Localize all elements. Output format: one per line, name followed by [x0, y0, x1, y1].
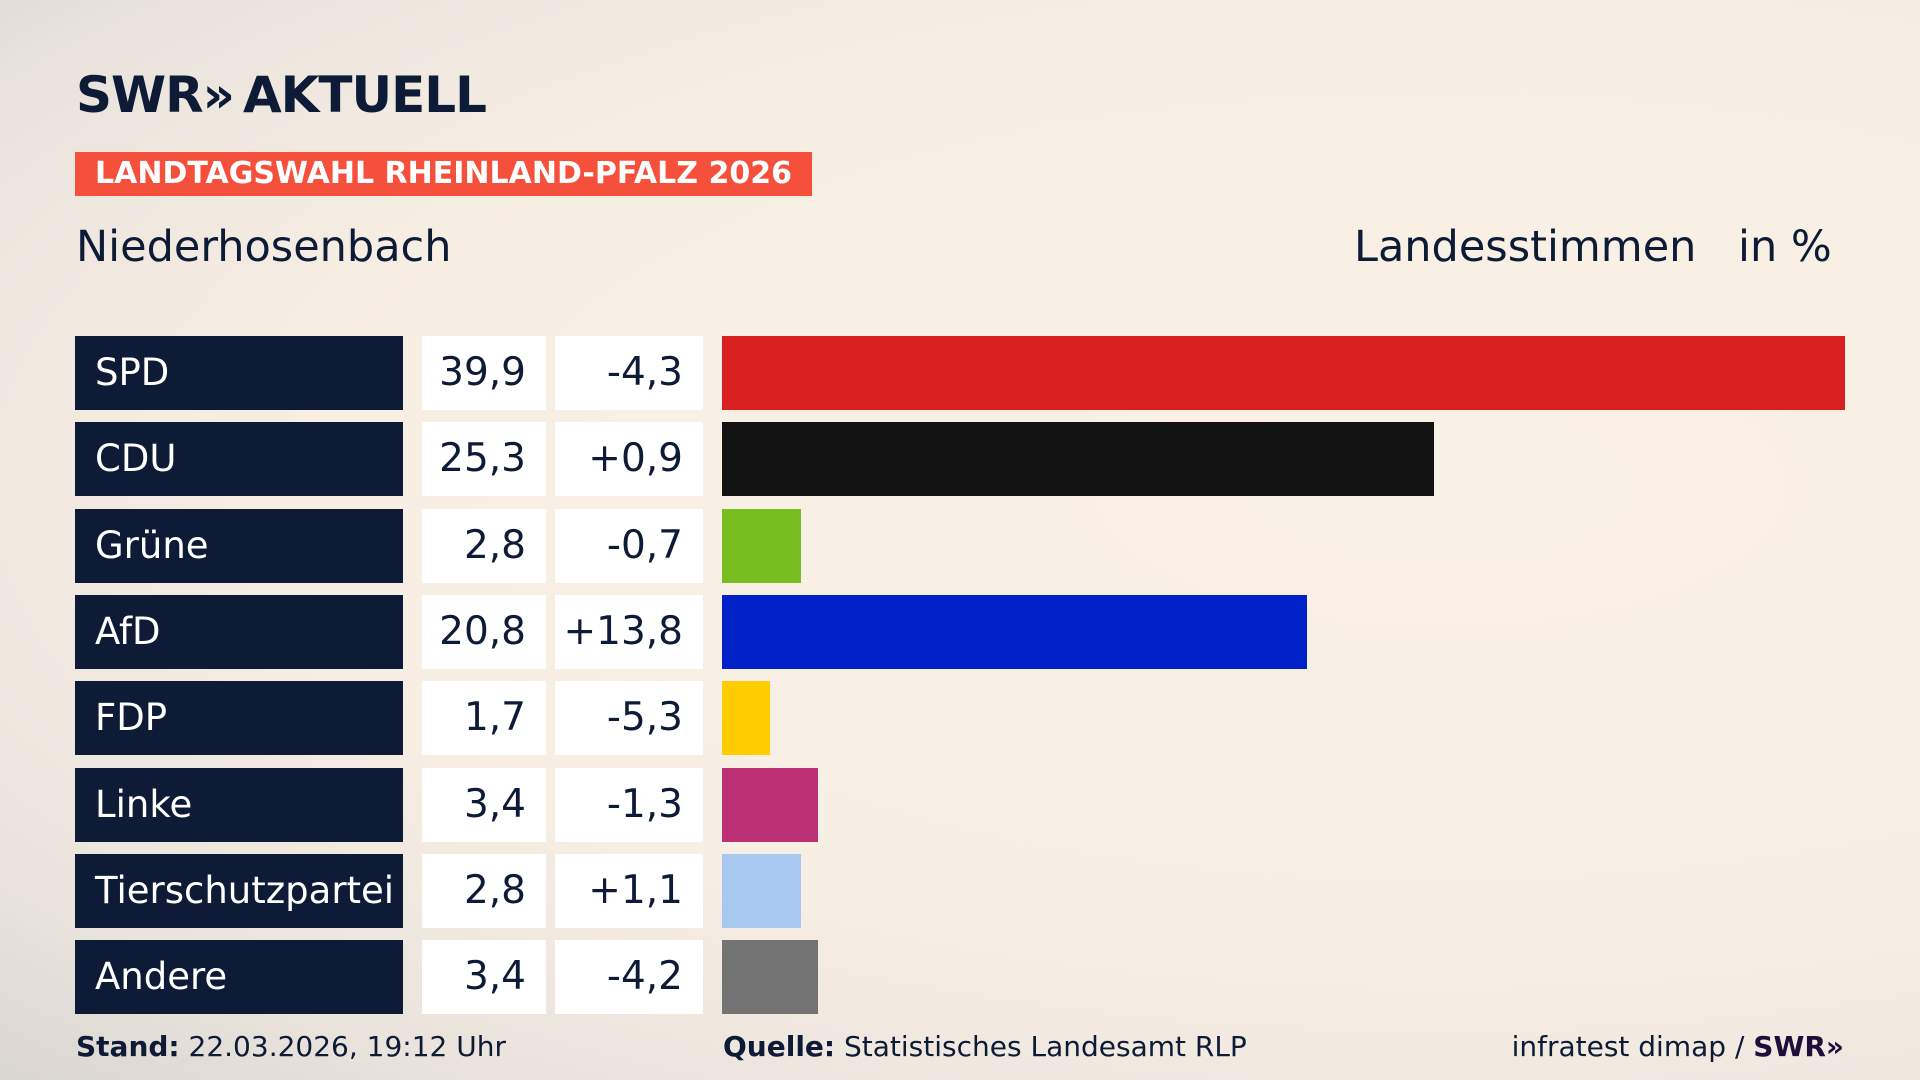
bar-tierschutzpartei	[722, 853, 801, 928]
party-row: Andere 3,4 -4,2	[0, 940, 1920, 1015]
party-row: Tierschutzpartei 2,8 +1,1	[0, 853, 1920, 928]
vote-change: -0,7	[555, 508, 703, 583]
credit: infratest dimap / SWR»	[1511, 1030, 1844, 1063]
bar-andere	[722, 940, 818, 1015]
unit-label: in %	[1738, 222, 1832, 272]
party-name: Linke	[75, 767, 403, 842]
swr-aktuell-logo: SWR» AKTUELL	[76, 66, 487, 124]
party-name: Andere	[75, 940, 403, 1015]
bar-cdu	[722, 422, 1435, 497]
party-row: FDP 1,7 -5,3	[0, 681, 1920, 756]
vote-share: 25,3	[422, 422, 546, 497]
party-name: Tierschutzpartei	[75, 853, 403, 928]
party-row: Linke 3,4 -1,3	[0, 767, 1920, 842]
vote-change: +1,1	[555, 853, 703, 928]
bar-linke	[722, 767, 818, 842]
party-row: AfD 20,8 +13,8	[0, 594, 1920, 669]
vote-share: 3,4	[422, 940, 546, 1015]
vote-share: 1,7	[422, 681, 546, 756]
timestamp: Stand: 22.03.2026, 19:12 Uhr	[76, 1030, 506, 1063]
bar-fdp	[722, 681, 770, 756]
vote-change: -1,3	[555, 767, 703, 842]
party-name: Grüne	[75, 508, 403, 583]
vote-change: -5,3	[555, 681, 703, 756]
party-name: FDP	[75, 681, 403, 756]
bar-afd	[722, 594, 1308, 669]
swr-logo: SWR»	[1753, 1030, 1844, 1063]
vote-share: 3,4	[422, 767, 546, 842]
vote-share: 39,9	[422, 336, 546, 410]
bar-spd	[722, 336, 1845, 410]
vote-change: -4,2	[555, 940, 703, 1015]
party-name: SPD	[75, 336, 403, 410]
vote-share: 2,8	[422, 508, 546, 583]
source: Quelle: Statistisches Landesamt RLP	[723, 1030, 1247, 1063]
party-row: CDU 25,3 +0,9	[0, 422, 1920, 497]
bar-grüne	[722, 508, 801, 583]
region-title: Niederhosenbach	[76, 222, 452, 272]
vote-share: 2,8	[422, 853, 546, 928]
party-row: SPD 39,9 -4,3	[0, 336, 1920, 410]
vote-share: 20,8	[422, 594, 546, 669]
vote-change: -4,3	[555, 336, 703, 410]
party-name: AfD	[75, 594, 403, 669]
election-banner: LANDTAGSWAHL RHEINLAND-PFALZ 2026	[75, 152, 812, 196]
vote-change: +13,8	[555, 594, 703, 669]
vote-change: +0,9	[555, 422, 703, 497]
party-name: CDU	[75, 422, 403, 497]
vote-type-label: Landesstimmen	[1354, 222, 1697, 272]
party-row: Grüne 2,8 -0,7	[0, 508, 1920, 583]
